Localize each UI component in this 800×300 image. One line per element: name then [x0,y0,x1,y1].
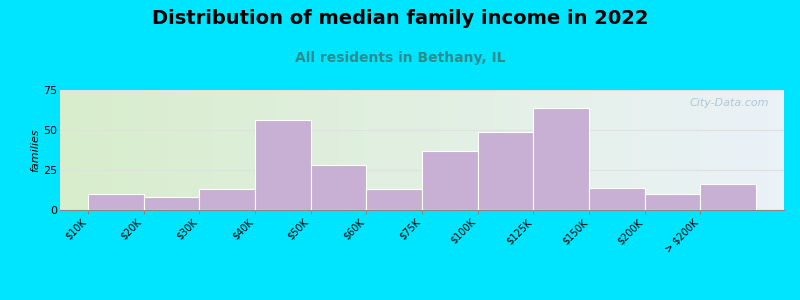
Bar [422,151,478,210]
Bar [255,120,310,210]
Bar [645,194,701,210]
Bar [534,108,589,210]
Bar [88,194,143,210]
Text: All residents in Bethany, IL: All residents in Bethany, IL [294,51,506,65]
Bar [310,165,366,210]
Bar [701,184,756,210]
Bar [478,132,534,210]
Text: City-Data.com: City-Data.com [690,98,770,108]
Bar [143,197,199,210]
Bar [199,189,255,210]
Bar [366,189,422,210]
Y-axis label: families: families [30,128,40,172]
Bar [589,188,645,210]
Text: Distribution of median family income in 2022: Distribution of median family income in … [152,9,648,28]
